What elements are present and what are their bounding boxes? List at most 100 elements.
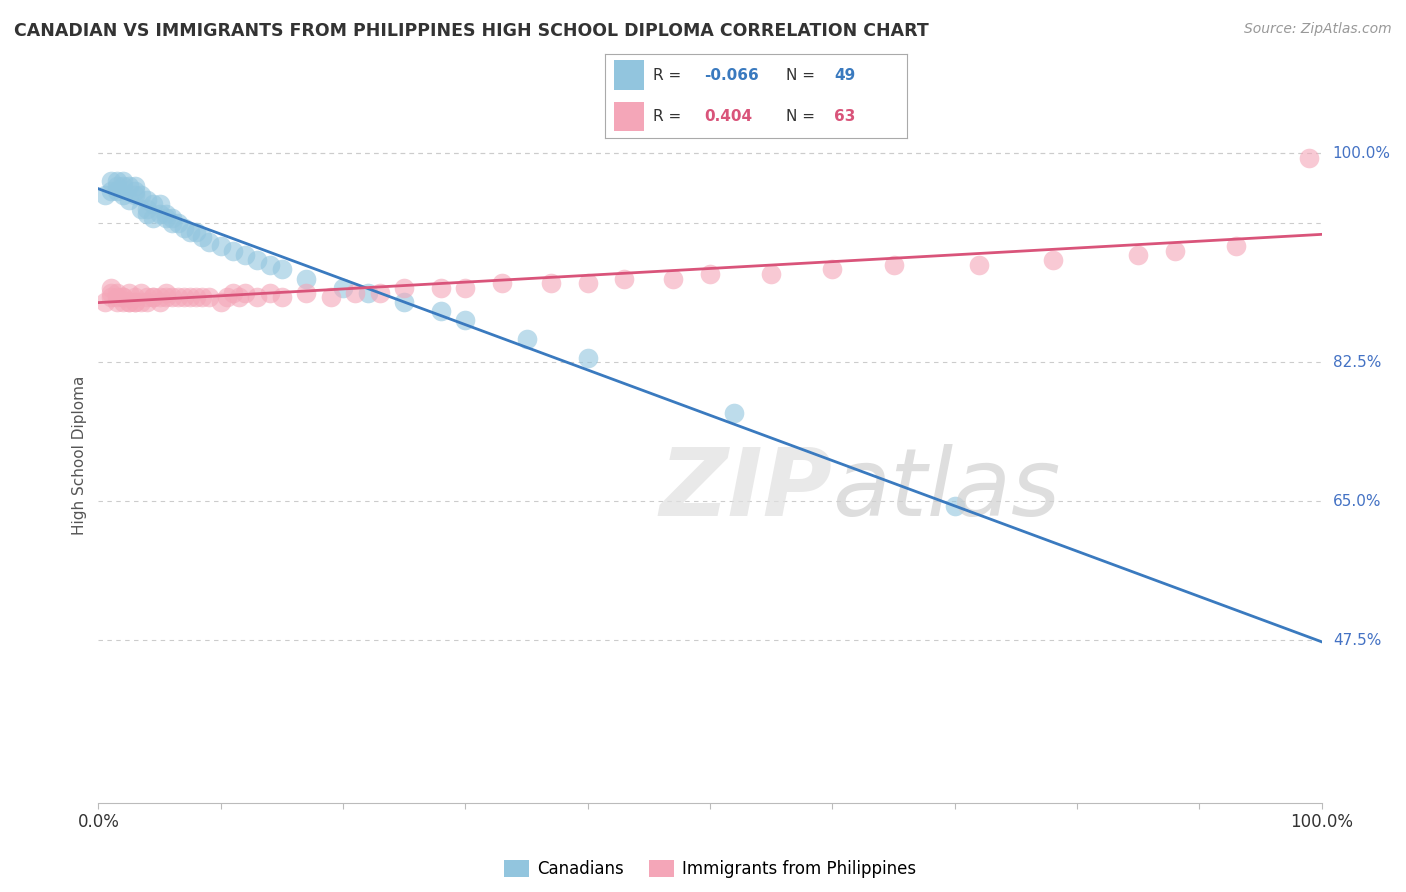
Point (222, 285, 245, 300)
Point (142, 211, 165, 226)
Point (761, 267, 783, 281)
Point (111, 178, 134, 193)
Point (105, 294, 128, 309)
Point (662, 271, 685, 285)
Point (167, 216, 190, 230)
Point (149, 197, 172, 211)
Point (118, 285, 141, 300)
Point (100, 285, 122, 300)
Point (967, 258, 990, 272)
Point (111, 290, 134, 304)
Point (186, 225, 208, 239)
Point (142, 290, 165, 304)
Point (93, 188, 115, 202)
Point (155, 285, 177, 300)
Text: 65.0%: 65.0% (1333, 494, 1381, 508)
Point (124, 188, 146, 202)
Point (105, 184, 128, 198)
Point (124, 294, 146, 309)
Point (259, 285, 281, 300)
Point (295, 285, 318, 300)
Point (259, 258, 281, 272)
Point (723, 406, 745, 420)
Point (197, 290, 219, 304)
Point (129, 188, 152, 202)
Text: 63: 63 (834, 109, 856, 124)
Point (344, 285, 367, 300)
Text: ZIP: ZIP (659, 443, 832, 536)
Point (295, 271, 318, 285)
Point (613, 271, 636, 285)
Point (576, 277, 599, 291)
Point (129, 285, 152, 300)
Text: -0.066: -0.066 (704, 68, 759, 83)
Point (270, 290, 294, 304)
Point (129, 294, 152, 309)
Point (142, 197, 165, 211)
Text: N =: N = (786, 109, 820, 124)
Point (136, 294, 159, 309)
Point (699, 267, 721, 281)
Point (191, 290, 214, 304)
Point (515, 332, 537, 346)
Point (540, 277, 562, 291)
Point (111, 174, 134, 188)
Point (246, 290, 269, 304)
Text: N =: N = (786, 68, 820, 83)
Point (191, 230, 214, 244)
Point (136, 207, 159, 221)
Point (105, 285, 128, 300)
Text: 47.5%: 47.5% (1333, 633, 1381, 648)
Point (1128, 248, 1150, 262)
Point (160, 211, 183, 226)
Point (943, 499, 966, 513)
Bar (613, 61, 644, 90)
Point (111, 294, 134, 309)
Point (179, 225, 201, 239)
Point (129, 202, 152, 216)
Point (491, 277, 513, 291)
Point (142, 290, 165, 304)
Point (1298, 151, 1320, 165)
Point (1042, 253, 1064, 268)
Text: R =: R = (652, 68, 686, 83)
Point (883, 258, 905, 272)
Point (118, 294, 141, 309)
Point (392, 294, 416, 309)
Point (136, 202, 159, 216)
Point (356, 285, 378, 300)
Point (368, 285, 391, 300)
Point (100, 174, 122, 188)
Point (155, 207, 177, 221)
Legend: Canadians, Immigrants from Philippines: Canadians, Immigrants from Philippines (498, 854, 922, 885)
Point (111, 290, 134, 304)
Point (105, 290, 128, 304)
Point (167, 290, 190, 304)
Point (209, 239, 232, 253)
Text: 100.0%: 100.0% (1333, 146, 1391, 161)
Point (124, 290, 146, 304)
Text: 0.404: 0.404 (704, 109, 752, 124)
Point (118, 178, 141, 193)
Text: 82.5%: 82.5% (1333, 355, 1381, 369)
Point (186, 290, 208, 304)
Text: R =: R = (652, 109, 686, 124)
Point (155, 211, 177, 226)
Point (100, 281, 122, 295)
Point (124, 294, 146, 309)
Point (149, 290, 172, 304)
Point (430, 281, 453, 295)
Point (111, 188, 134, 202)
Point (149, 294, 172, 309)
Point (1225, 239, 1247, 253)
Point (270, 262, 294, 277)
Point (454, 281, 477, 295)
Point (149, 207, 172, 221)
Point (173, 290, 195, 304)
Point (576, 351, 599, 365)
Point (118, 294, 141, 309)
Point (105, 174, 128, 188)
Point (319, 290, 342, 304)
Point (118, 193, 141, 207)
Text: CANADIAN VS IMMIGRANTS FROM PHILIPPINES HIGH SCHOOL DIPLOMA CORRELATION CHART: CANADIAN VS IMMIGRANTS FROM PHILIPPINES … (14, 22, 929, 40)
